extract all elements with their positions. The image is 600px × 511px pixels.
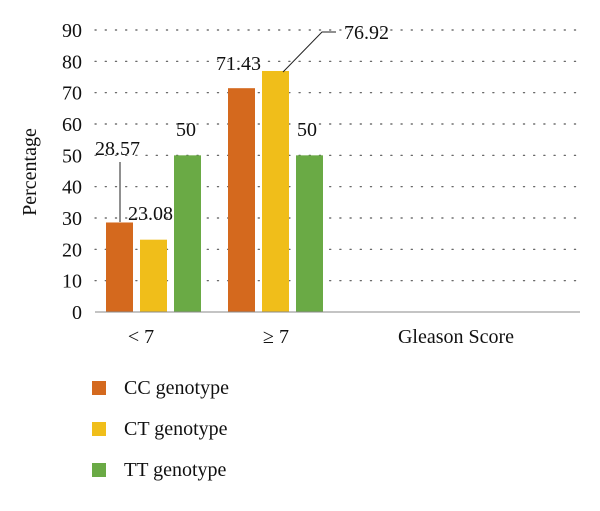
y-tick-label: 70 xyxy=(62,83,82,105)
bar-cc-0 xyxy=(106,222,133,312)
y-axis-label: Percentage xyxy=(19,128,41,216)
data-label: 50 xyxy=(297,119,317,141)
data-label: 23.08 xyxy=(128,203,173,225)
legend-swatch-cc xyxy=(92,381,106,395)
y-tick-label: 20 xyxy=(62,239,82,261)
legend-swatch-tt xyxy=(92,463,106,477)
bar-cc-1 xyxy=(228,88,255,312)
y-tick-label: 60 xyxy=(62,114,82,136)
bar-tt-1 xyxy=(296,155,323,312)
legend-label-tt: TT genotype xyxy=(124,458,227,481)
legend-item-tt: TT genotype xyxy=(92,458,229,481)
gridlines xyxy=(94,29,581,282)
x-tick-label: ≥ 7 xyxy=(263,326,289,348)
legend-label-ct: CT genotype xyxy=(124,417,228,440)
legend-item-cc: CC genotype xyxy=(92,376,229,399)
data-label: 50 xyxy=(176,119,196,141)
data-label: 71.43 xyxy=(216,53,261,75)
bar-ct-1 xyxy=(262,70,289,312)
label-leader-lines xyxy=(119,31,336,222)
y-tick-label: 30 xyxy=(62,208,82,230)
y-tick-label: 40 xyxy=(62,177,82,199)
data-label: 28.57 xyxy=(95,138,140,160)
x-tick-label: < 7 xyxy=(128,326,154,348)
y-tick-label: 80 xyxy=(62,51,82,73)
legend: CC genotype CT genotype TT genotype xyxy=(92,376,229,501)
y-tick-label: 10 xyxy=(62,271,82,293)
bar-ct-0 xyxy=(140,239,167,312)
y-tick-label: 50 xyxy=(62,145,82,167)
x-axis-ticks: < 7 ≥ 7 Gleason Score xyxy=(128,326,514,348)
y-tick-label: 0 xyxy=(72,302,82,324)
data-labels: 28.57 71.43 23.08 76.92 50 50 xyxy=(95,22,389,225)
x-tick-label: Gleason Score xyxy=(398,326,514,348)
y-axis-ticks: 0 10 20 30 40 50 60 70 80 90 xyxy=(62,20,82,324)
y-tick-label: 90 xyxy=(62,20,82,42)
bar-tt-0 xyxy=(174,155,201,312)
data-label: 76.92 xyxy=(344,22,389,44)
leader-line xyxy=(282,31,336,73)
legend-swatch-ct xyxy=(92,422,106,436)
legend-item-ct: CT genotype xyxy=(92,417,229,440)
bars xyxy=(106,70,323,312)
legend-label-cc: CC genotype xyxy=(124,376,229,399)
